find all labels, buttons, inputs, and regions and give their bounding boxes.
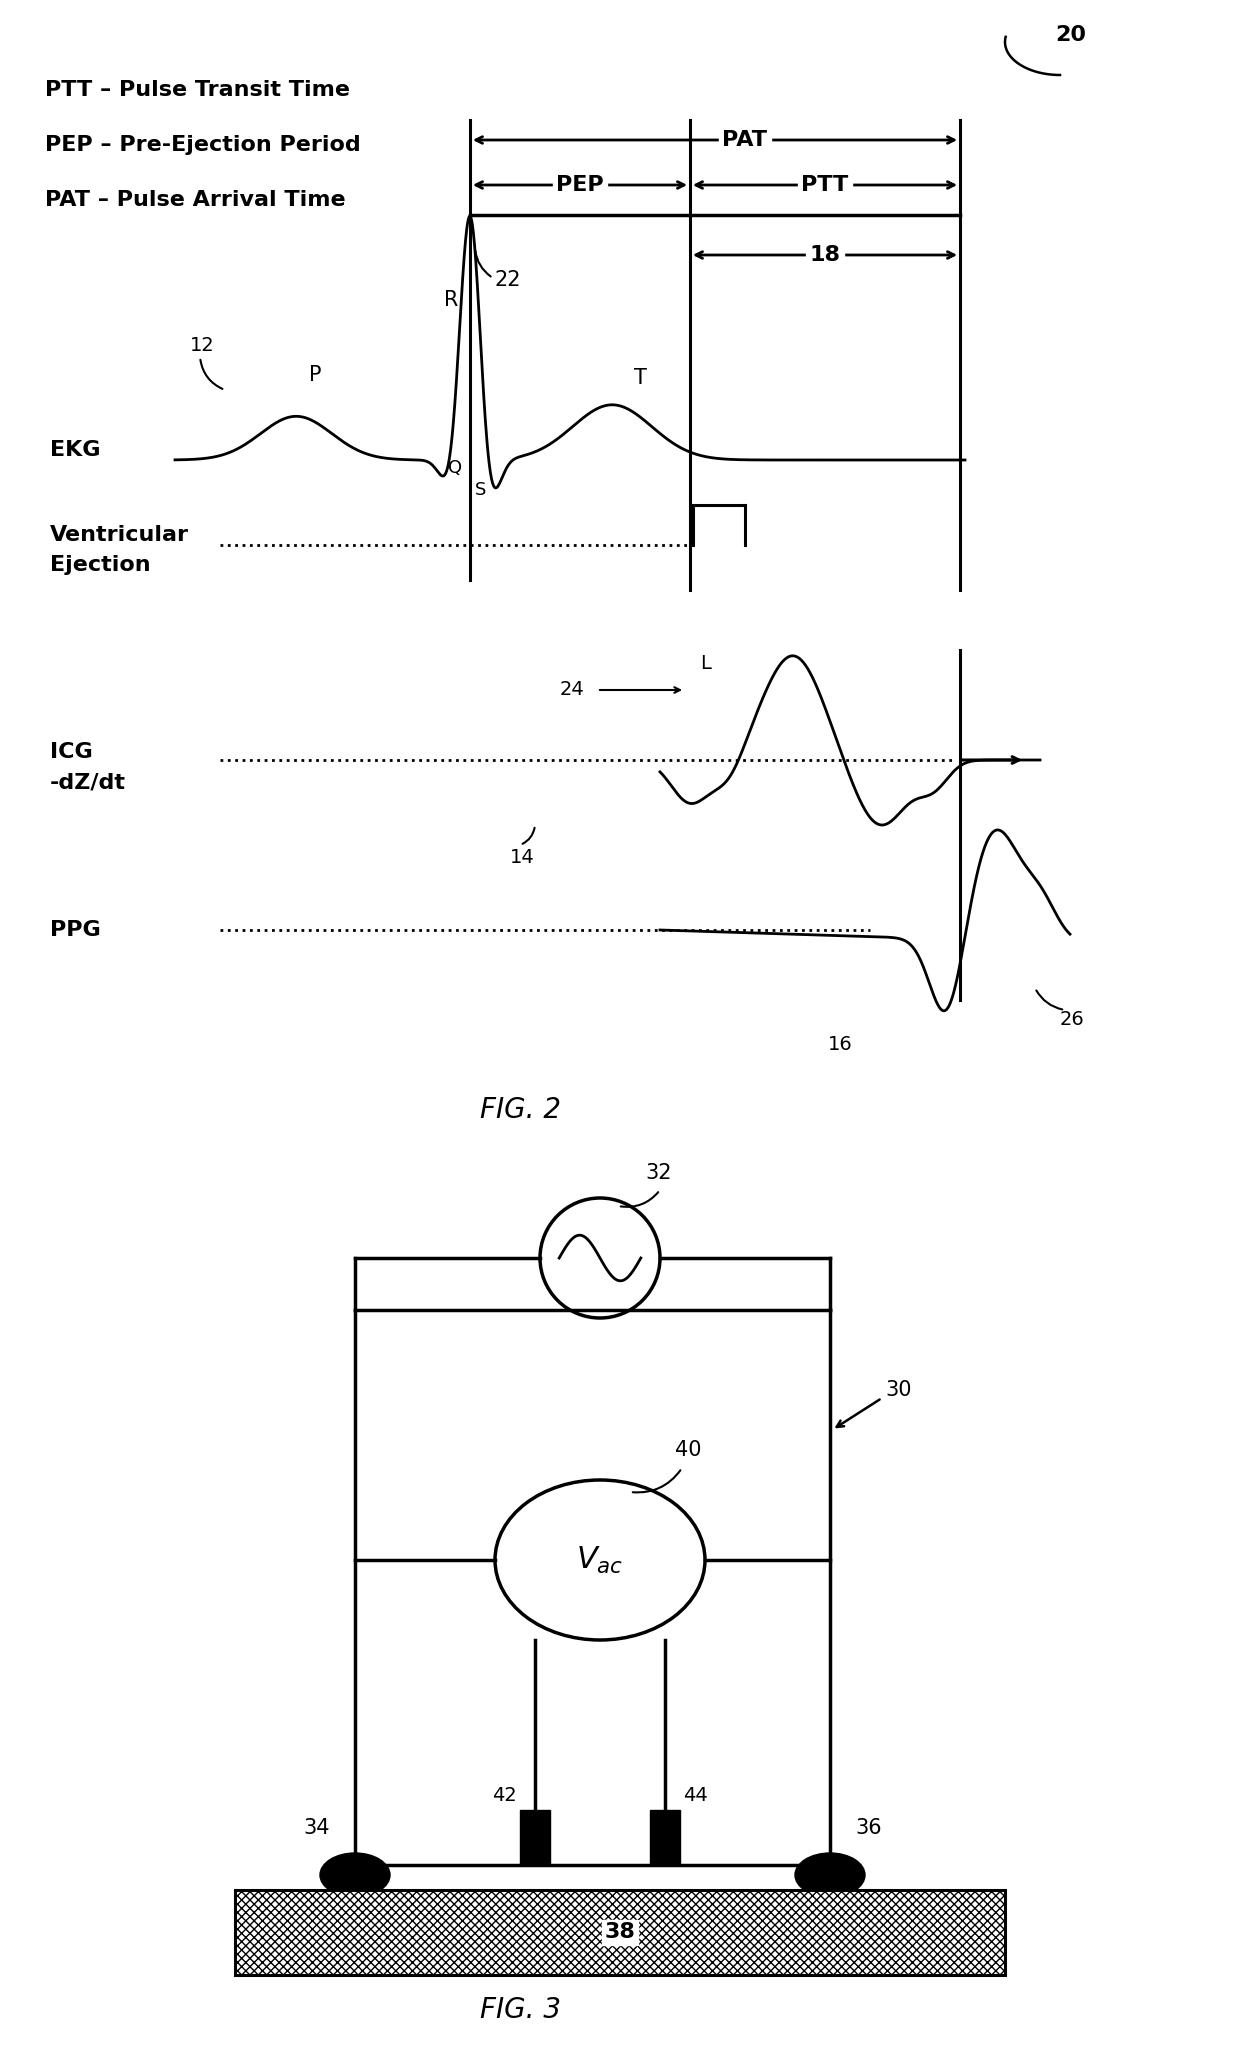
- Text: 26: 26: [1060, 1009, 1085, 1030]
- Polygon shape: [650, 1809, 680, 1864]
- Text: FIG. 2: FIG. 2: [480, 1095, 560, 1124]
- Text: 42: 42: [492, 1786, 517, 1805]
- Text: R: R: [444, 289, 458, 310]
- Bar: [236, 1891, 1004, 1975]
- Text: -dZ/dt: -dZ/dt: [50, 771, 126, 792]
- Text: 32: 32: [645, 1163, 672, 1183]
- Text: PEP – Pre-Ejection Period: PEP – Pre-Ejection Period: [45, 135, 361, 156]
- Text: 40: 40: [675, 1440, 702, 1460]
- Text: 16: 16: [827, 1036, 852, 1054]
- Ellipse shape: [320, 1852, 391, 1897]
- Text: 34: 34: [304, 1817, 330, 1838]
- Ellipse shape: [795, 1852, 866, 1897]
- Text: PPG: PPG: [50, 921, 100, 939]
- Text: PTT – Pulse Transit Time: PTT – Pulse Transit Time: [45, 80, 350, 100]
- Text: 20: 20: [1055, 25, 1086, 45]
- Text: FIG. 3: FIG. 3: [480, 1996, 560, 2024]
- Text: PTT: PTT: [801, 174, 848, 195]
- Text: 14: 14: [510, 847, 534, 868]
- Text: ICG: ICG: [50, 742, 93, 763]
- Text: 24: 24: [560, 681, 585, 699]
- Text: PAT: PAT: [723, 129, 768, 150]
- Text: PEP: PEP: [557, 174, 604, 195]
- Bar: [236, 1891, 1004, 1975]
- Text: 30: 30: [885, 1380, 911, 1401]
- Text: P: P: [309, 365, 321, 386]
- Text: 44: 44: [683, 1786, 708, 1805]
- Text: Ejection: Ejection: [50, 556, 150, 574]
- Text: T: T: [634, 367, 646, 388]
- Text: L: L: [701, 654, 711, 673]
- Polygon shape: [520, 1809, 551, 1864]
- Text: EKG: EKG: [50, 441, 100, 459]
- Text: $V_{ac}$: $V_{ac}$: [577, 1544, 624, 1575]
- Text: 12: 12: [190, 336, 215, 355]
- Text: Ventricular: Ventricular: [50, 525, 188, 546]
- Text: PAT – Pulse Arrival Time: PAT – Pulse Arrival Time: [45, 191, 346, 209]
- Text: 22: 22: [495, 271, 522, 289]
- Text: 18: 18: [810, 244, 841, 265]
- Text: S: S: [475, 482, 486, 498]
- Ellipse shape: [495, 1481, 706, 1641]
- Text: 36: 36: [856, 1817, 882, 1838]
- Text: 38: 38: [605, 1922, 635, 1942]
- Text: Q: Q: [448, 459, 463, 478]
